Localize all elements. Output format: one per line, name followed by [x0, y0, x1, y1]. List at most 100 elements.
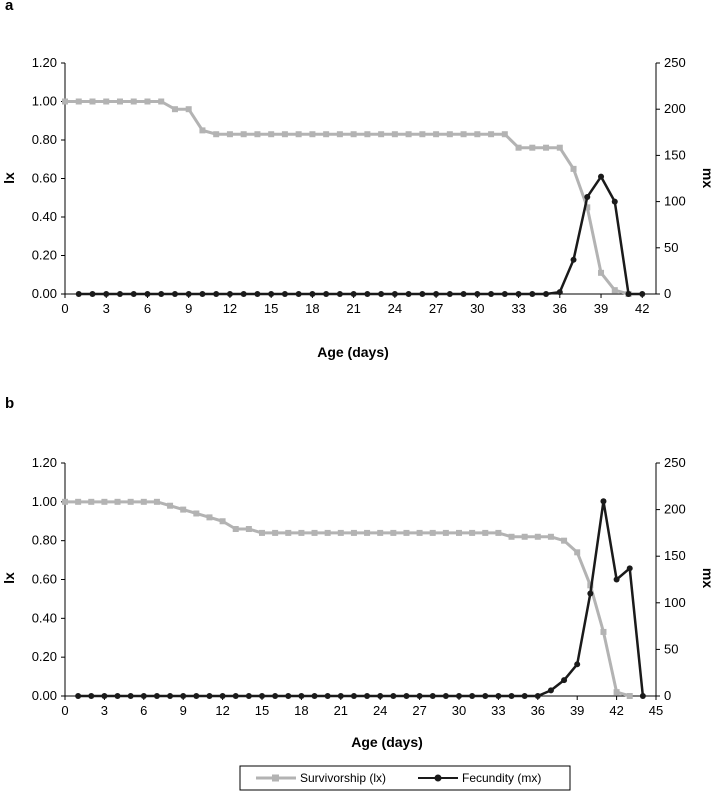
- panel-a-survivorship-point: [488, 131, 495, 138]
- panel-b-survivorship-point: [337, 529, 344, 536]
- panel-a-x-tick-label: 3: [103, 301, 110, 316]
- panel-b-survivorship-point: [364, 529, 371, 536]
- panel-b-fecundity-point: [429, 693, 436, 699]
- panel-a-survivorship-point: [62, 98, 68, 105]
- panel-a-x-tick-label: 18: [305, 301, 319, 316]
- panel-b-right-axis-title: mx: [700, 568, 715, 588]
- panel-b-survivorship-point: [127, 498, 134, 505]
- panel-b-fecundity-point: [377, 693, 384, 699]
- panel-a-fecundity-point: [639, 291, 646, 297]
- panel-a-survivorship-point: [171, 106, 178, 113]
- panel-a-fecundity-point: [130, 291, 137, 297]
- panel-a-fecundity-point: [611, 198, 618, 205]
- legend-survivorship-label: Survivorship (lx): [300, 771, 386, 785]
- panel-a-fecundity-point: [213, 291, 220, 297]
- panel-a-fecundity-point: [364, 291, 371, 297]
- panel-a-survivorship-point: [130, 98, 137, 105]
- panel-b-left-tick-label: 0.80: [32, 533, 57, 548]
- panel-a-x-axis-title: Age (days): [317, 344, 389, 360]
- panel-b-right-tick-label: 100: [664, 595, 686, 610]
- panel-a-right-tick-label: 0: [664, 286, 671, 301]
- panel-b-survivorship-point: [219, 518, 226, 525]
- panel-b-survivorship-point: [495, 529, 502, 536]
- panel-b-left-tick-label: 0.20: [32, 649, 57, 664]
- panel-b-fecundity-point: [534, 693, 541, 699]
- panel-a-survivorship-point: [350, 131, 357, 138]
- panel-b-fecundity-point: [390, 693, 397, 699]
- panel-b-axes: 0.000.200.400.600.801.001.20050100150200…: [32, 455, 686, 718]
- panel-a-survivorship-point: [391, 131, 398, 138]
- panel-b-fecundity-point: [469, 693, 476, 699]
- panel-b-left-tick-label: 0.40: [32, 610, 57, 625]
- panel-b-x-tick-label: 18: [294, 703, 308, 718]
- panel-b-survivorship-point: [324, 529, 331, 536]
- panel-a-survivorship-point: [433, 131, 440, 138]
- panel-a-fecundity-point: [543, 291, 550, 297]
- panel-b-survivorship-point: [508, 533, 515, 540]
- panel-a-fecundity-point: [75, 291, 82, 297]
- panel-b-fecundity-point: [561, 677, 568, 684]
- panel-b-x-tick-label: 42: [609, 703, 623, 718]
- panel-a-right-tick-label: 50: [664, 240, 678, 255]
- legend: Survivorship (lx) Fecundity (mx): [239, 765, 571, 791]
- panel-a-fecundity-point: [103, 291, 110, 297]
- panel-b-right-tick-label: 200: [664, 502, 686, 517]
- panel-b-fecundity-point: [456, 693, 462, 699]
- panel-b-survivorship-point: [613, 689, 620, 696]
- panel-b-fecundity-point: [587, 590, 594, 597]
- panel-a-fecundity-point: [268, 291, 275, 297]
- panel-a-fecundity-point: [570, 256, 577, 263]
- panel-a-fecundity-point: [350, 291, 357, 297]
- panel-b-survivorship-point: [534, 533, 541, 540]
- panel-b-x-tick-label: 12: [215, 703, 229, 718]
- panel-b-chart: b 0.000.200.400.600.801.001.200501001502…: [1, 395, 715, 750]
- panel-a-fecundity-point: [529, 291, 536, 297]
- panel-a-x-tick-label: 9: [185, 301, 192, 316]
- panel-b-survivorship-point: [469, 529, 476, 536]
- panel-a-survivorship-point: [460, 131, 467, 138]
- panel-a-left-tick-label: 1.20: [32, 55, 57, 70]
- panel-b-fecundity-point: [127, 693, 134, 699]
- panel-b-left-axis-title: lx: [1, 572, 17, 584]
- panel-b-x-axis-title: Age (days): [351, 734, 423, 750]
- panel-a-right-tick-label: 150: [664, 147, 686, 162]
- panel-b-survivorship-point: [416, 529, 423, 536]
- panel-a-x-tick-label: 12: [223, 301, 237, 316]
- panel-a-fecundity-point: [501, 291, 508, 297]
- panel-a-right-axis-title: mx: [700, 168, 715, 188]
- panel-a-fecundity-point: [584, 193, 591, 200]
- panel-a-survivorship-point: [268, 131, 275, 138]
- panel-a-fecundity-point: [89, 291, 96, 297]
- panel-a-right-tick-label: 100: [664, 194, 686, 209]
- panel-a-fecundity-point: [199, 291, 206, 297]
- panel-a-survivorship-point: [611, 287, 618, 294]
- panel-b-x-tick-label: 36: [531, 703, 545, 718]
- panel-a-survivorship-point: [515, 144, 522, 151]
- panel-a-left-axis-title: lx: [1, 172, 17, 184]
- panel-a-x-tick-label: 24: [388, 301, 402, 316]
- panel-b-survivorship-point: [101, 498, 108, 505]
- panel-a-fecundity-point: [336, 291, 343, 297]
- panel-a-x-tick-label: 6: [144, 301, 151, 316]
- panel-b-x-tick-label: 39: [570, 703, 584, 718]
- panel-b-survivorship-point: [377, 529, 384, 536]
- panel-b-fecundity-point: [547, 687, 554, 694]
- panel-a-fecundity-point: [556, 289, 563, 296]
- panel-b-survivorship-point: [350, 529, 357, 536]
- panel-a-survivorship-point: [281, 131, 288, 138]
- panel-b-x-tick-label: 30: [452, 703, 466, 718]
- panel-a-fecundity-point: [598, 173, 605, 180]
- panel-b-fecundity-point: [574, 661, 581, 668]
- panel-b-survivorship-point: [167, 502, 174, 509]
- panel-b-survivorship-point: [561, 537, 568, 544]
- panel-b-fecundity-point: [613, 576, 620, 583]
- panel-b-left-tick-label: 1.20: [32, 455, 57, 470]
- panel-b-fecundity-point: [193, 693, 200, 699]
- panel-a-survivorship-point: [584, 204, 591, 211]
- panel-b-survivorship-point: [88, 498, 95, 505]
- panel-b-fecundity-point: [88, 693, 95, 699]
- panel-b-x-tick-label: 33: [491, 703, 505, 718]
- panel-b-fecundity-point: [298, 693, 305, 699]
- panel-b-survivorship-point: [298, 529, 305, 536]
- panel-a-left-tick-label: 1.00: [32, 94, 57, 109]
